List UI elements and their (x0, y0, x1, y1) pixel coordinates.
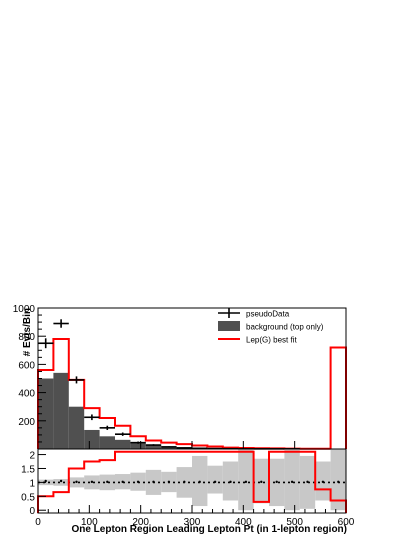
background-bar (53, 373, 68, 449)
ratio-uncertainty-band (284, 449, 299, 510)
y-ratio-tick-label: 0.5 (21, 492, 35, 503)
background-bar (69, 407, 84, 449)
ratio-data-point (137, 481, 139, 483)
ratio-data-point (199, 481, 201, 483)
y-main-tick-label: 400 (18, 389, 35, 400)
y-main-tick-label: 600 (18, 360, 35, 371)
ratio-uncertainty-band (238, 449, 253, 510)
ratio-data-point (152, 481, 154, 483)
x-axis-label: One Lepton Region Leading Lepton Pt (in … (71, 524, 347, 535)
ratio-data-point (291, 481, 293, 483)
y-ratio-tick-label: 1.5 (21, 464, 35, 475)
ratio-data-point (276, 481, 278, 483)
background-bar (84, 430, 99, 449)
x-tick-label: 0 (35, 517, 41, 528)
legend-label: Lep(G) best fit (246, 336, 297, 345)
ratio-data-point (45, 480, 47, 482)
ratio-uncertainty-band (207, 466, 222, 494)
ratio-data-point (122, 481, 124, 483)
background-bar (130, 443, 145, 449)
ratio-data-point (75, 481, 77, 483)
y-ratio-tick-label: 1 (29, 478, 35, 489)
ratio-data-point (214, 481, 216, 483)
main-plot-area (38, 319, 346, 449)
ratio-data-point (106, 481, 108, 483)
background-bar (115, 440, 130, 449)
ratio-data-point (322, 481, 324, 483)
background-bar (100, 436, 115, 449)
ratio-data-point (260, 481, 262, 483)
background-bar (146, 445, 161, 449)
y-axis-label: # Evts/Bin (22, 308, 33, 356)
ratio-data-point (337, 481, 339, 483)
ratio-data-point (60, 480, 62, 482)
ratio-data-point (91, 481, 93, 483)
y-main-tick-label: 200 (18, 417, 35, 428)
y-ratio-tick-label: 0 (29, 506, 35, 517)
ratio-data-point (168, 481, 170, 483)
y-ratio-tick-label: 2 (29, 451, 35, 462)
ratio-plot-area (38, 449, 346, 513)
legend-label: pseudoData (246, 310, 290, 319)
legend-label: background (top only) (246, 323, 324, 332)
ratio-data-point (306, 481, 308, 483)
ratio-data-point (229, 481, 231, 483)
legend: pseudoData background (top only) Lep(G) be… (218, 308, 324, 345)
ratio-data-point (245, 481, 247, 483)
ratio-data-point (183, 481, 185, 483)
legend-marker-background (218, 321, 240, 331)
